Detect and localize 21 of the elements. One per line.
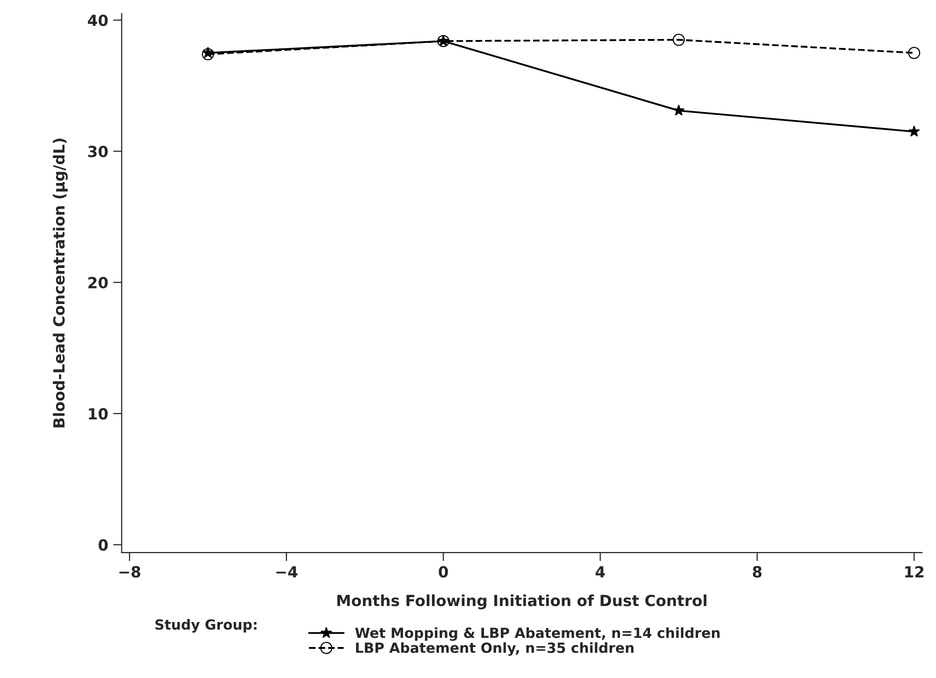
x-tick-label: −4 [276, 566, 298, 578]
y-tick-label: 20 [88, 276, 108, 288]
x-tick-label: −8 [119, 566, 140, 578]
point [908, 126, 920, 137]
y-tick-label: 40 [88, 14, 108, 26]
point [672, 104, 685, 116]
y-axis-title: Blood-Lead Concentration (µg/dL) [52, 138, 68, 428]
x-tick-label: 12 [905, 566, 924, 578]
x-tick-label: 0 [438, 566, 448, 578]
y-tick-label: 0 [98, 539, 108, 551]
x-tick-label: 4 [596, 566, 605, 578]
x-tick-label: 8 [752, 566, 762, 578]
legend-label: LBP Abatement Only, n=35 children [356, 642, 634, 656]
legend-title: Study Group: [155, 619, 256, 633]
y-tick-label: 30 [88, 146, 108, 158]
point [202, 48, 214, 60]
point [908, 46, 920, 59]
point [672, 34, 685, 46]
legend-label: Wet Mopping & LBP Abatement, n=14 children [355, 627, 720, 641]
x-axis-title: Months Following Initiation of Dust Control [337, 594, 706, 610]
y-tick-label: 10 [88, 408, 108, 420]
